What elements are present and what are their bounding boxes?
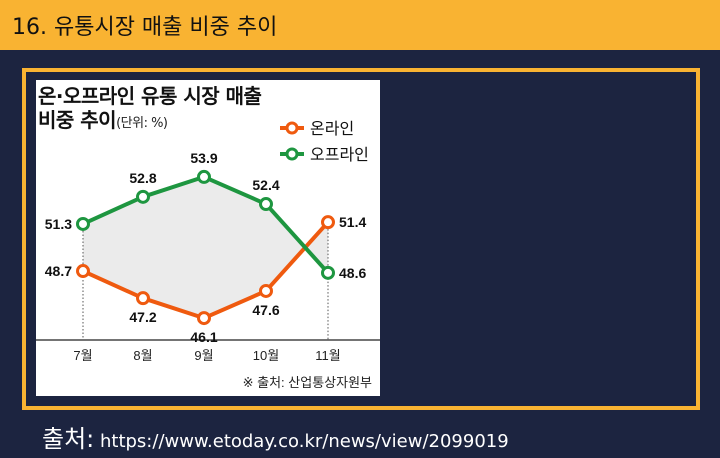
source-label: 출처:: [42, 425, 95, 453]
x-tick-label: 9월: [194, 348, 213, 363]
x-tick-label: 11월: [315, 348, 340, 363]
legend-label: 오프라인: [310, 146, 369, 164]
data-label: 53.9: [190, 150, 217, 166]
data-point: [76, 216, 90, 231]
legend-swatch-marker: [285, 147, 299, 161]
chart-panel: 온·오프라인 유통 시장 매출 비중 추이(단위: %) 7월 8월 9월 10월 11…: [36, 80, 380, 396]
legend-swatch-marker: [285, 121, 299, 135]
source-url[interactable]: https://www.etoday.co.kr/news/view/20990…: [99, 431, 509, 452]
page-title: 16. 유통시장 매출 비중 추이: [12, 15, 278, 40]
data-point: [321, 265, 335, 280]
header-bar: 16. 유통시장 매출 비중 추이: [0, 0, 720, 50]
data-label: 47.6: [252, 302, 279, 318]
series-gap-area: [83, 176, 328, 319]
data-point: [76, 264, 90, 279]
data-point: [136, 291, 150, 306]
data-label: 48.7: [45, 263, 72, 279]
data-label: 51.4: [339, 214, 366, 230]
x-tick-label: 7월: [73, 348, 92, 363]
chart-title-line2-text: 비중 추이: [38, 108, 117, 132]
data-label: 51.3: [45, 216, 72, 232]
data-label: 47.2: [129, 309, 156, 325]
source-line: 출처: https://www.etoday.co.kr/news/view/2…: [42, 419, 509, 454]
data-point: [259, 283, 273, 298]
data-label: 52.8: [129, 170, 156, 186]
chart-title-line2: 비중 추이(단위: %): [38, 108, 261, 136]
chart-title: 온·오프라인 유통 시장 매출 비중 추이(단위: %): [38, 84, 262, 136]
chart-source-note: ※ 출처: 산업통상자원부: [243, 375, 372, 390]
data-point: [197, 311, 211, 326]
chart-title-line1: 온·오프라인 유통 시장 매출: [38, 84, 262, 108]
chart-frame: [22, 68, 700, 410]
data-point: [259, 197, 273, 212]
legend-label: 온라인: [310, 120, 354, 138]
data-label: 48.6: [339, 265, 366, 281]
data-point: [197, 169, 211, 184]
data-label: 52.4: [252, 177, 279, 193]
line-chart: 7월 8월 9월 10월 11월 51.3 52.8 53.9 52.4 48.6 48.7 47.2…: [36, 120, 380, 390]
data-point: [136, 189, 150, 204]
x-tick-label: 10월: [253, 348, 279, 363]
data-point: [321, 215, 335, 230]
x-tick-label: 8월: [133, 348, 152, 363]
chart-unit: (단위: %): [116, 116, 168, 131]
data-label: 46.1: [190, 329, 217, 345]
